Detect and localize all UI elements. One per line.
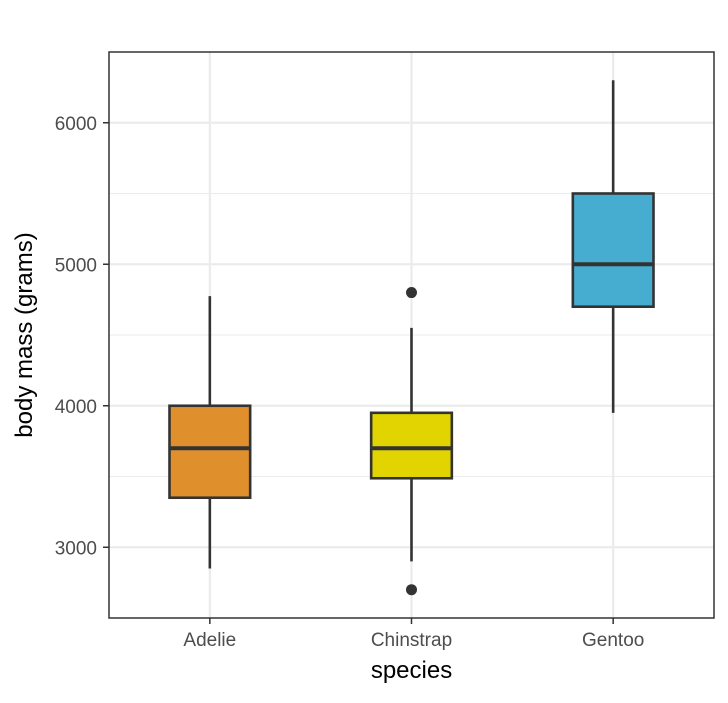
y-axis-title: body mass (grams) <box>11 232 38 437</box>
x-tick-label: Gentoo <box>582 630 644 651</box>
y-tick-label: 4000 <box>55 397 97 418</box>
y-tick-label: 6000 <box>55 114 97 135</box>
box-iqr <box>369 411 454 480</box>
y-tick-label: 3000 <box>55 538 97 559</box>
x-tick-label: Chinstrap <box>371 630 452 651</box>
box-iqr <box>168 404 252 500</box>
box-gentoo <box>571 80 655 413</box>
x-tick-label: Adelie <box>183 630 236 651</box>
box-chinstrap <box>369 287 454 596</box>
outlier-point <box>406 287 417 299</box>
x-axis-title: species <box>371 657 452 684</box>
outlier-point <box>406 584 417 596</box>
axis-layer: 3000 4000 5000 6000 Adelie Chinstrap Gentoo <box>55 114 645 651</box>
box-adelie <box>168 296 252 569</box>
box-iqr <box>571 192 655 308</box>
y-tick-label: 5000 <box>55 255 97 276</box>
box-layer <box>168 80 655 596</box>
